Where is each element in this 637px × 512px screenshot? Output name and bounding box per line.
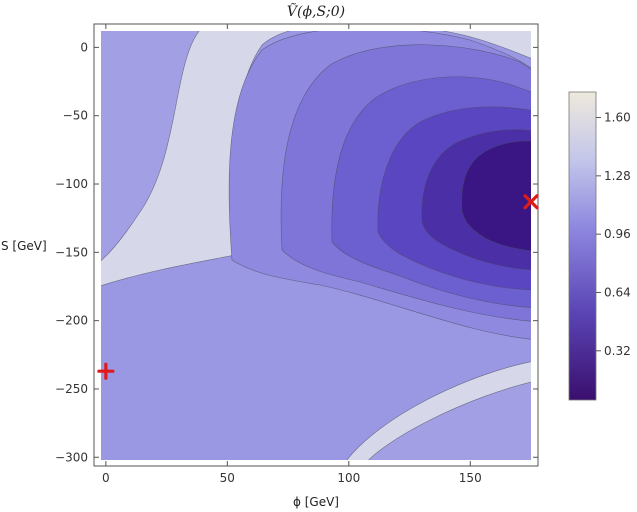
markers (97, 194, 539, 380)
colorbar-ticks: 1.60 1.28 0.96 0.64 0.32 (596, 111, 631, 358)
chart-title: Ṽ(ϕ,S;0) (287, 2, 345, 20)
contour-layers (101, 31, 531, 460)
x-tick-label: 0 (102, 471, 110, 485)
y-tick-label: −250 (55, 382, 88, 396)
colorbar-tick-label: 0.96 (604, 227, 631, 241)
contour-level-11 (461, 140, 531, 252)
y-axis-label: S [GeV] (1, 239, 47, 253)
x-tick-label: 100 (337, 471, 360, 485)
y-tick-label: 0 (80, 40, 88, 54)
x-axis-label: ϕ [GeV] (293, 495, 339, 509)
x-tick-label: 150 (459, 471, 482, 485)
plus-marker (97, 362, 115, 380)
colorbar-tick-label: 1.28 (604, 169, 631, 183)
colorbar-tick-label: 0.64 (604, 285, 631, 299)
cross-marker (523, 194, 539, 210)
colorbar-tick-label: 1.60 (604, 111, 631, 125)
colorbar: 1.60 1.28 0.96 0.64 0.32 (568, 91, 631, 401)
y-tick-label: −100 (55, 177, 88, 191)
plot-frame (93, 23, 539, 467)
colorbar-gradient (568, 91, 597, 401)
y-axis: 0 −50 −100 −150 −200 −250 −300 (55, 40, 538, 464)
contour-level-4 (101, 31, 531, 460)
y-tick-label: −150 (55, 245, 88, 259)
x-tick-label: 50 (220, 471, 235, 485)
y-tick-label: −200 (55, 314, 88, 328)
colorbar-tick-label: 0.32 (604, 344, 631, 358)
y-tick-label: −50 (63, 109, 88, 123)
y-tick-label: −300 (55, 450, 88, 464)
x-axis: 0 50 100 150 (102, 24, 482, 485)
